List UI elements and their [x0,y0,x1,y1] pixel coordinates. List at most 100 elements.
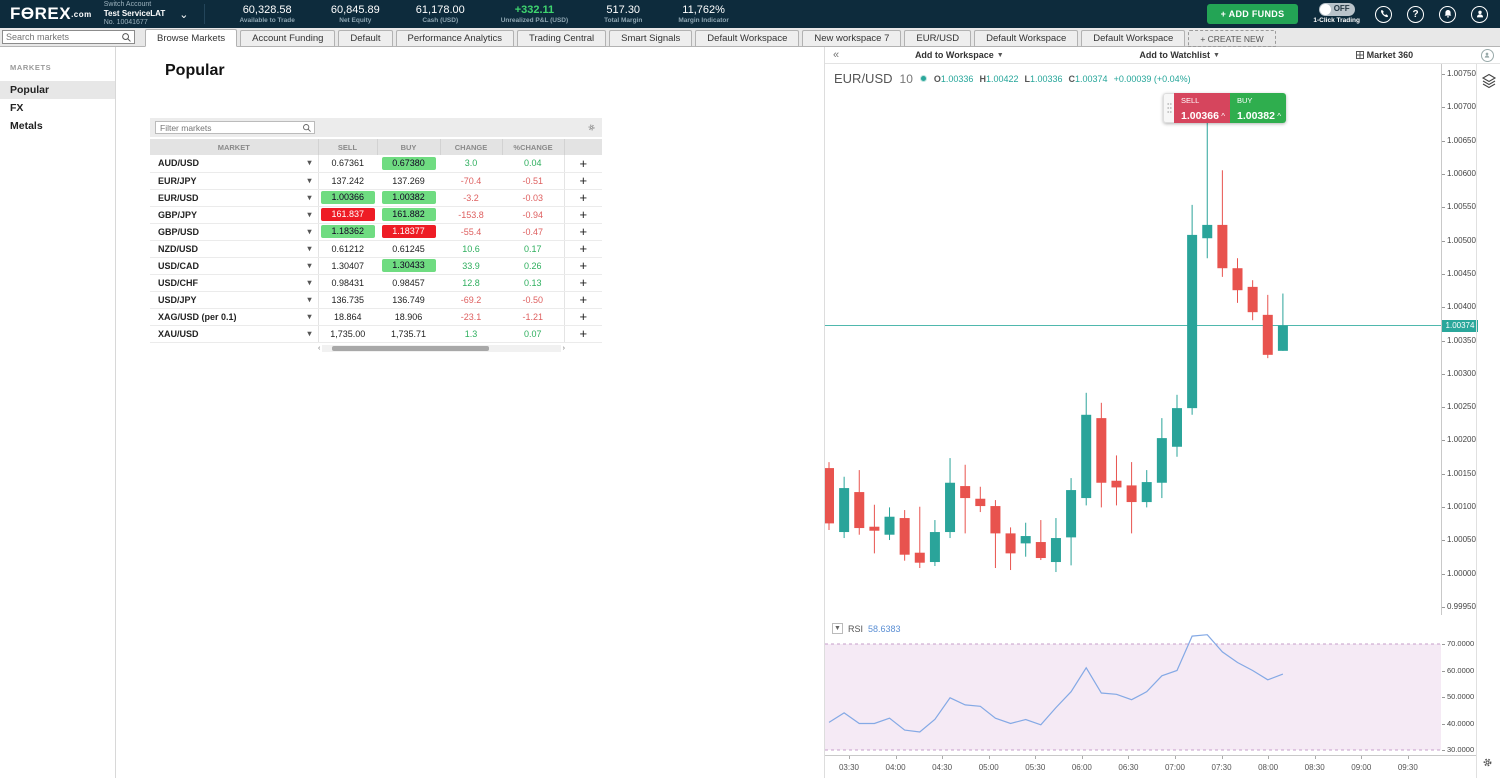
add-market-button[interactable]: + [563,325,602,343]
buy-price-cell[interactable]: 0.61245 [377,240,440,258]
market-name-cell[interactable]: USD/CHF ▾ [150,274,318,292]
chevron-down-icon[interactable]: ▾ [307,328,312,338]
market-row[interactable]: XAU/USD ▾ 1,735.00 1,735.71 1.3 0.07 + [150,325,602,343]
sell-price-cell[interactable]: 0.61212 [317,240,377,258]
sidebar-item-fx[interactable]: FX [10,102,24,114]
add-market-button[interactable]: + [563,189,602,207]
workspace-tab[interactable]: EUR/USD [904,30,972,47]
market-name-cell[interactable]: GBP/USD ▾ [150,223,318,241]
buy-price-cell[interactable]: 1.18377 [377,223,440,241]
create-new-tab-button[interactable]: + CREATE NEW [1188,30,1276,47]
add-market-button[interactable]: + [563,155,602,173]
add-market-button[interactable]: + [563,291,602,309]
market-name-cell[interactable]: AUD/USD ▾ [150,155,318,173]
rsi-collapse-icon[interactable]: ▼ [832,623,843,634]
add-market-button[interactable]: + [563,240,602,258]
market-name-cell[interactable]: USD/JPY ▾ [150,291,318,309]
buy-price-cell[interactable]: 0.67380 [377,155,440,173]
workspace-tab[interactable]: Performance Analytics [395,30,515,47]
add-market-button[interactable]: + [563,206,602,224]
market-row[interactable]: AUD/USD ▾ 0.67361 0.67380 3.0 0.04 + [150,155,602,173]
workspace-tab[interactable]: Trading Central [517,30,607,47]
market-name-cell[interactable]: EUR/USD ▾ [150,189,318,207]
market-name-cell[interactable]: NZD/USD ▾ [150,240,318,258]
sell-price-cell[interactable]: 1.30407 [317,257,377,275]
chevron-down-icon[interactable]: ▾ [307,175,312,185]
market-row[interactable]: USD/CAD ▾ 1.30407 1.30433 33.9 0.26 + [150,257,602,275]
chevron-down-icon[interactable]: ▾ [307,277,312,287]
chart-symbol[interactable]: EUR/USD [834,71,893,86]
table-h-scrollbar[interactable]: ‹ › [318,344,565,353]
column-header[interactable]: MARKET [150,139,318,155]
market-row[interactable]: EUR/JPY ▾ 137.242 137.269 -70.4 -0.51 + [150,172,602,190]
column-header[interactable]: CHANGE [439,139,502,155]
workspace-tab[interactable]: Account Funding [240,30,336,47]
chart-settings-gear-icon[interactable] [1481,756,1494,774]
scroll-right-arrow-icon[interactable]: › [562,344,565,352]
phone-icon[interactable] [1375,5,1392,23]
help-icon[interactable]: ? [1407,5,1424,23]
market-row[interactable]: NZD/USD ▾ 0.61212 0.61245 10.6 0.17 + [150,240,602,258]
sidebar-item-metals[interactable]: Metals [10,120,43,132]
buy-button[interactable]: BUY 1.00382 ^ [1230,93,1286,123]
market-row[interactable]: XAG/USD (per 0.1) ▾ 18.864 18.906 -23.1 -1.21… [150,308,602,326]
chevron-down-icon[interactable]: ▾ [307,260,312,270]
buy-price-cell[interactable]: 0.98457 [377,274,440,292]
notifications-bell-icon[interactable] [1439,5,1456,23]
market-row[interactable]: USD/CHF ▾ 0.98431 0.98457 12.8 0.13 + [150,274,602,292]
column-header[interactable]: BUY [376,139,440,155]
sidebar-item-popular[interactable]: Popular [0,81,115,99]
sell-price-cell[interactable]: 0.67361 [317,155,377,173]
chevron-down-icon[interactable]: ▾ [307,158,312,167]
buy-price-cell[interactable]: 137.269 [377,172,440,190]
column-header[interactable]: SELL [317,139,377,155]
sell-price-cell[interactable]: 1,735.00 [317,325,377,343]
market-name-cell[interactable]: EUR/JPY ▾ [150,172,318,190]
add-market-button[interactable]: + [563,223,602,241]
scrollbar-thumb[interactable] [331,345,490,351]
add-market-button[interactable]: + [563,308,602,326]
buy-price-cell[interactable]: 1,735.71 [377,325,440,343]
accounts-people-icon[interactable] [1471,5,1488,23]
add-market-button[interactable]: + [563,257,602,275]
support-agent-icon[interactable] [1480,48,1494,62]
add-market-button[interactable]: + [563,172,602,190]
chevron-down-icon[interactable]: ⌄ [179,8,189,21]
workspace-tab[interactable]: New workspace 7 [802,30,902,47]
buy-price-cell[interactable]: 18.906 [377,308,440,326]
chevron-down-icon[interactable]: ▾ [307,209,312,219]
sell-price-cell[interactable]: 1.00366 [317,189,377,207]
time-axis[interactable]: 03:30 04:00 04:30 05:00 05:30 06:00 06:30 07:00… [825,755,1477,778]
buy-price-cell[interactable]: 161.882 [377,206,440,224]
toggle-pill[interactable]: OFF [1318,3,1355,17]
one-click-trading-toggle[interactable]: OFF 1-Click Trading [1313,3,1360,25]
workspace-tab[interactable]: Default Workspace [974,30,1079,47]
market-name-cell[interactable]: GBP/JPY ▾ [150,206,318,224]
candlestick-chart[interactable] [825,64,1441,615]
market-name-cell[interactable]: XAG/USD (per 0.1) ▾ [150,308,318,326]
sell-price-cell[interactable]: 136.735 [317,291,377,309]
chevron-down-icon[interactable]: ▾ [307,243,312,253]
sell-price-cell[interactable]: 18.864 [317,308,377,326]
chart-interval[interactable]: 10 [899,71,913,86]
layers-icon[interactable] [1481,73,1497,89]
market-row[interactable]: GBP/JPY ▾ 161.837 161.882 -153.8 -0.94 + [150,206,602,224]
filter-markets-box[interactable] [155,121,315,134]
chevron-down-icon[interactable]: ▾ [307,294,312,304]
search-input[interactable] [3,32,121,42]
collapse-panel-icon[interactable]: « [833,49,840,61]
market-row[interactable]: EUR/USD ▾ 1.00366 1.00382 -3.2 -0.03 + [150,189,602,207]
price-axis[interactable]: 1.00750 1.00700 1.00650 1.00600 1.00550 1.005… [1441,64,1478,754]
chevron-down-icon[interactable]: ▾ [307,192,312,202]
scroll-left-arrow-icon[interactable]: ‹ [318,344,321,352]
account-selector[interactable]: Switch Account Test ServiceLAT No. 10041… [104,1,166,26]
market-name-cell[interactable]: USD/CAD ▾ [150,257,318,275]
sell-button[interactable]: SELL 1.00366 ^ [1174,93,1230,123]
workspace-tab[interactable]: Default Workspace [695,30,800,47]
market-row[interactable]: GBP/USD ▾ 1.18362 1.18377 -55.4 -0.47 + [150,223,602,241]
market-360-button[interactable]: Market 360 [1355,50,1413,60]
add-market-button[interactable]: + [563,274,602,292]
workspace-tab[interactable]: Smart Signals [609,30,693,47]
buy-price-cell[interactable]: 1.00382 [377,189,440,207]
market-name-cell[interactable]: XAU/USD ▾ [150,325,318,343]
